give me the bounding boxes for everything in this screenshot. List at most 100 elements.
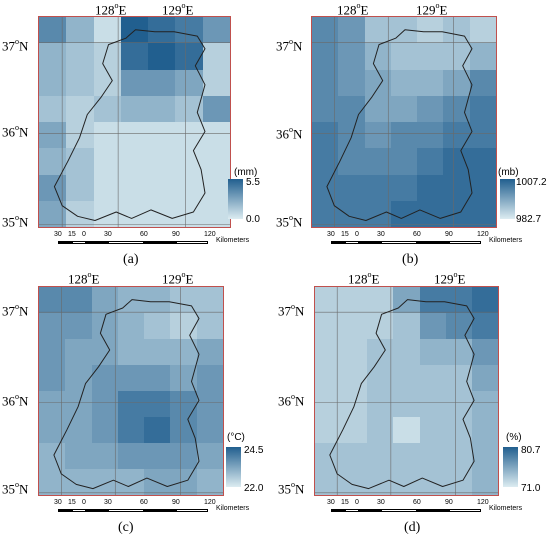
grid-cell [144, 417, 171, 444]
grid-cell [91, 469, 119, 495]
scale-tick-label: 60 [413, 231, 421, 238]
grid-cell [390, 200, 418, 227]
grid-cell [419, 391, 447, 418]
grid-cell [91, 287, 119, 314]
scale-tick-label: 90 [172, 499, 180, 506]
scale-tick-label: 30 [377, 499, 385, 506]
grid-cell [341, 339, 368, 366]
lat-label-36: 36oN [276, 125, 303, 142]
scale-segment [144, 241, 176, 244]
grid-cell [120, 69, 149, 97]
grid-cell [341, 287, 368, 314]
grid-cell [367, 443, 394, 470]
grid-cell [91, 417, 119, 444]
lon-label-128: 128oE [348, 270, 380, 287]
scale-tick-label: 60 [140, 231, 148, 238]
lat-label-35: 35oN [278, 480, 305, 497]
grid-cell [175, 200, 204, 227]
grid-cell [419, 365, 447, 392]
grid-cell [66, 200, 95, 227]
grid-cell [65, 469, 93, 495]
lat-label-35: 35oN [2, 480, 29, 497]
grid-cell [364, 122, 392, 149]
scale-segment [144, 509, 176, 512]
grid-cell [148, 122, 176, 149]
lat-label-36: 36oN [2, 123, 29, 140]
grid-cell [202, 148, 230, 175]
grid-cell [202, 95, 230, 123]
scale-bar-c: 30 15 0 30 60 90 120 Kilometers [54, 499, 258, 513]
grid-cell [367, 417, 394, 444]
grid-cell [393, 391, 421, 418]
map-frame-b [311, 16, 497, 228]
grid-cell [144, 365, 171, 392]
grid-cell [117, 339, 145, 366]
scale-segment [58, 241, 72, 244]
grid-cell [364, 200, 392, 227]
grid-cell [66, 174, 95, 202]
grid-cell [471, 469, 498, 495]
grid-cell [341, 365, 368, 392]
grid-cell [417, 43, 444, 70]
scale-tick-label: 0 [355, 231, 359, 238]
grid-cell [393, 313, 421, 340]
region-outline-d [315, 287, 498, 495]
grid-cell [93, 17, 122, 44]
grid-cell [471, 391, 498, 418]
grid-cell [196, 287, 223, 314]
grid-cell [471, 417, 498, 444]
grid-cell [170, 313, 198, 340]
legend-bar-c [226, 447, 241, 487]
grid-cell [338, 200, 366, 227]
grid-cell [338, 174, 366, 202]
legend-bar-d [503, 447, 518, 487]
grid-cell [341, 417, 368, 444]
grid-cell [445, 287, 473, 314]
grid-cell [170, 339, 198, 366]
legend-bar-b [500, 179, 515, 219]
scale-tick-label: 0 [82, 499, 86, 506]
scale-tick-label: 30 [54, 499, 62, 506]
scale-bar-b: 30 15 0 30 60 90 120 Kilometers [327, 231, 531, 245]
grid-cell [445, 417, 473, 444]
grid-cell [393, 339, 421, 366]
map-frame-a [38, 16, 231, 228]
grid-cell [367, 391, 394, 418]
scale-tick-label: 60 [140, 499, 148, 506]
legend-unit-d: (%) [506, 432, 522, 443]
grid-cell [170, 417, 198, 444]
grid-cell [196, 469, 223, 495]
grid-cell [390, 148, 418, 175]
region-outline-b [312, 17, 496, 227]
grid-cell [390, 174, 418, 202]
scale-tick-label: 30 [327, 231, 335, 238]
scale-tick-label: 15 [68, 499, 76, 506]
grid-cell [117, 469, 145, 495]
province-boundary [329, 299, 475, 490]
grid-cell [443, 200, 471, 227]
grid-cell [364, 69, 392, 97]
grid-cell [419, 443, 447, 470]
grid-cell [196, 339, 223, 366]
grid-cell [469, 148, 496, 175]
lat-label-36: 36oN [278, 392, 305, 409]
scale-segment [381, 241, 417, 244]
grid-cell [469, 174, 496, 202]
grid-cell [196, 417, 223, 444]
grid-cell [469, 69, 496, 97]
grid-cell [175, 43, 204, 70]
grid-cell [469, 43, 496, 70]
legend-min-d: 71.0 [521, 483, 541, 494]
caption-a: (a) [123, 252, 139, 267]
grid-cell [364, 148, 392, 175]
province-boundary [53, 299, 200, 490]
scale-segment [86, 509, 108, 512]
scale-segment [359, 241, 381, 244]
grid-cell [364, 174, 392, 202]
grid-cell [390, 43, 418, 70]
grid-cell [148, 43, 176, 70]
legend-max-b: 1007.2 [516, 177, 547, 188]
grid-cell [338, 17, 366, 44]
grid-cell [471, 313, 498, 340]
scale-tick-label: 120 [204, 231, 216, 238]
